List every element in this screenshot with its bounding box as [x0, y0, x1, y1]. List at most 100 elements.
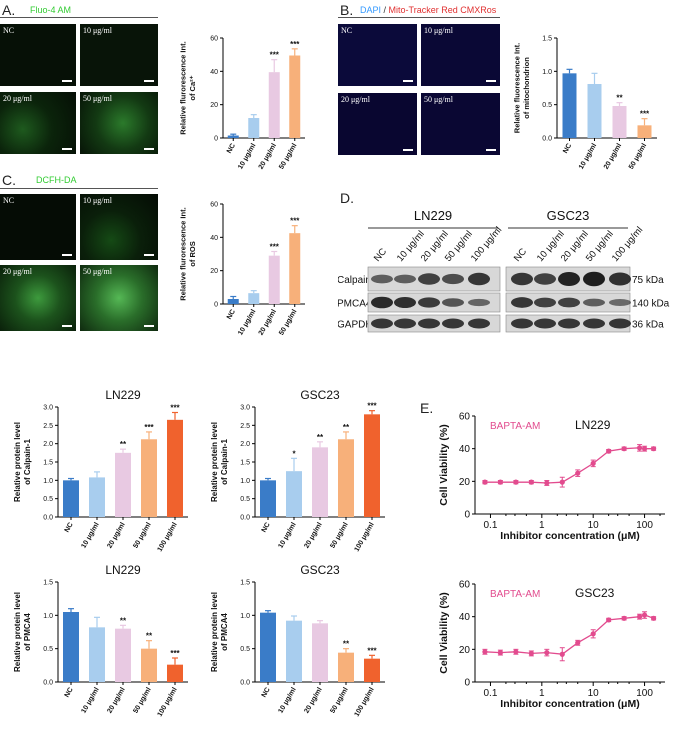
micro-label: 20 μg/ml: [341, 95, 370, 104]
significance-label: ***: [640, 110, 650, 119]
scale-bar: [486, 149, 496, 151]
data-point: [641, 612, 648, 618]
y-tick-label: 1.5: [43, 580, 53, 587]
bar: [612, 106, 627, 138]
blot-band: [442, 273, 464, 285]
micro-label: 10 μg/ml: [424, 26, 453, 35]
x-tick-label: 100 μg/ml: [157, 686, 179, 718]
x-tick-label: 50 μg/ml: [329, 686, 349, 714]
y-tick-label: 40: [459, 444, 471, 455]
chart-c-ros: 0 20 40 60 Relative flurorescence Int. of ROS…: [179, 202, 305, 337]
x-tick-label: 50 μg/ml: [132, 686, 152, 714]
bar: [587, 84, 602, 138]
y-tick-label: 0.5: [240, 646, 250, 653]
y-tick-label: 1.0: [43, 613, 53, 620]
y-axis-label: of mitochondrion: [522, 57, 531, 119]
bar: [268, 255, 280, 304]
y-tick-label: 1.0: [43, 478, 53, 485]
x-tick-label: 0.1: [484, 520, 498, 531]
bar: [167, 664, 183, 682]
panel-c-stain-label: DCFH-DA: [36, 175, 77, 185]
blot-band: [583, 298, 605, 307]
data-point: [497, 650, 503, 656]
chart-calpain-ln229: LN229 0.0 0.5 1.0 1.5 2.0 2.5 3.0 Relative prote…: [13, 388, 188, 553]
x-tick-label: NC: [226, 143, 237, 155]
chart-title: GSC23: [300, 563, 340, 577]
blot-lane-label: NC: [372, 246, 389, 264]
data-point: [575, 640, 581, 646]
blot-group-label: LN229: [414, 208, 452, 223]
data-point: [590, 460, 596, 466]
legend-label: BAPTA-AM: [490, 589, 540, 600]
y-axis-label: Relative protein level: [13, 592, 22, 672]
x-tick-label: 1: [539, 688, 545, 699]
x-tick-label: 10 μg/ml: [578, 142, 598, 170]
data-point: [651, 446, 657, 452]
blot-size-label: 36 kDa: [632, 320, 664, 331]
data-point: [497, 479, 503, 485]
micro-c-nc: NC: [0, 194, 76, 260]
bar: [289, 55, 301, 138]
bar: [63, 612, 79, 682]
chart-title: GSC23: [300, 388, 340, 402]
chart-b-mito: 0.0 0.5 1.0 1.5 Relative fluorescence Int. of…: [513, 36, 657, 171]
blot-band: [558, 318, 580, 329]
data-point: [482, 479, 488, 485]
significance-label: ***: [270, 51, 280, 60]
bar: [286, 620, 302, 682]
blot-band: [394, 296, 416, 309]
x-axis-label: Inhibitor concentration (μM): [500, 698, 639, 710]
blot-band: [511, 297, 533, 308]
significance-label: **: [120, 616, 127, 625]
micro-c-50: 50 μg/ml: [80, 265, 158, 331]
chart-pmca-gsc23: GSC23 0.0 0.5 1.0 1.5 Relative protein level o…: [210, 563, 385, 718]
blot-band: [583, 271, 605, 287]
blot-size-label: 140 kDa: [632, 299, 670, 310]
x-tick-label: 10 μg/ml: [237, 142, 257, 170]
x-tick-label: 20 μg/ml: [106, 521, 126, 549]
scale-bar: [144, 254, 154, 256]
significance-label: ***: [170, 649, 180, 658]
x-tick-label: 10 μg/ml: [80, 686, 100, 714]
significance-label: ***: [170, 404, 180, 413]
scale-bar: [62, 254, 72, 256]
bar: [63, 480, 79, 517]
y-tick-label: 2.5: [240, 423, 250, 430]
bar: [248, 293, 260, 304]
y-tick-label: 1.5: [542, 36, 552, 43]
stain-mito: Mito-Tracker Red CMXRos: [388, 5, 497, 15]
blot-protein-label: GAPDH: [338, 320, 373, 331]
micro-b-20: 20 μg/ml: [338, 93, 417, 155]
panel-a-label: A.: [2, 2, 16, 18]
y-tick-label: 0: [464, 510, 470, 521]
micro-label: NC: [3, 26, 15, 35]
chart-title: LN229: [105, 388, 141, 402]
blot-protein-label: Calpain-1: [338, 275, 380, 286]
micro-c-10: 10 μg/ml: [80, 194, 158, 260]
x-tick-label: 10 μg/ml: [277, 686, 297, 714]
bar: [115, 628, 131, 682]
data-point: [651, 615, 657, 621]
data-point: [636, 445, 643, 451]
scale-bar: [486, 80, 496, 82]
micro-a-10: 10 μg/ml: [80, 24, 158, 86]
chart-a-calcium: 0 20 40 60 Relative flurorescence Int. of Ca²…: [179, 36, 305, 171]
micro-label: NC: [3, 196, 15, 205]
bar: [338, 439, 354, 517]
y-axis-label: Cell Viability (%): [438, 592, 450, 674]
bar: [289, 233, 301, 304]
panel-d-label: D.: [340, 190, 354, 206]
y-tick-label: 60: [459, 412, 471, 423]
significance-label: *: [292, 449, 296, 458]
micro-c-20: 20 μg/ml: [0, 265, 76, 331]
blot-band: [558, 271, 580, 287]
blot-band: [371, 296, 393, 309]
stain-dapi: DAPI: [360, 5, 382, 15]
micro-b-50: 50 μg/ml: [421, 93, 500, 155]
y-tick-label: 3.0: [43, 405, 53, 412]
significance-label: **: [343, 640, 350, 649]
micro-label: NC: [341, 26, 353, 35]
data-point: [559, 479, 565, 485]
y-tick-label: 20: [459, 645, 471, 656]
micro-a-20: 20 μg/ml: [0, 92, 76, 154]
